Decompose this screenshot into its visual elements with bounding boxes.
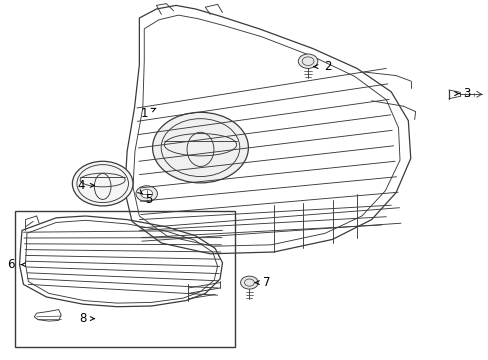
Circle shape xyxy=(141,189,152,198)
Text: 7: 7 xyxy=(262,276,270,289)
Circle shape xyxy=(240,276,258,289)
Circle shape xyxy=(152,112,248,183)
Circle shape xyxy=(136,186,157,202)
Text: 5: 5 xyxy=(145,193,153,206)
Circle shape xyxy=(72,161,133,206)
Text: 2: 2 xyxy=(323,60,331,73)
Text: 8: 8 xyxy=(79,312,87,325)
Text: 3: 3 xyxy=(462,87,470,100)
Text: 4: 4 xyxy=(77,179,84,192)
Text: 1: 1 xyxy=(140,107,148,120)
Bar xyxy=(15,211,234,347)
Text: 6: 6 xyxy=(7,258,15,271)
Circle shape xyxy=(298,54,317,68)
